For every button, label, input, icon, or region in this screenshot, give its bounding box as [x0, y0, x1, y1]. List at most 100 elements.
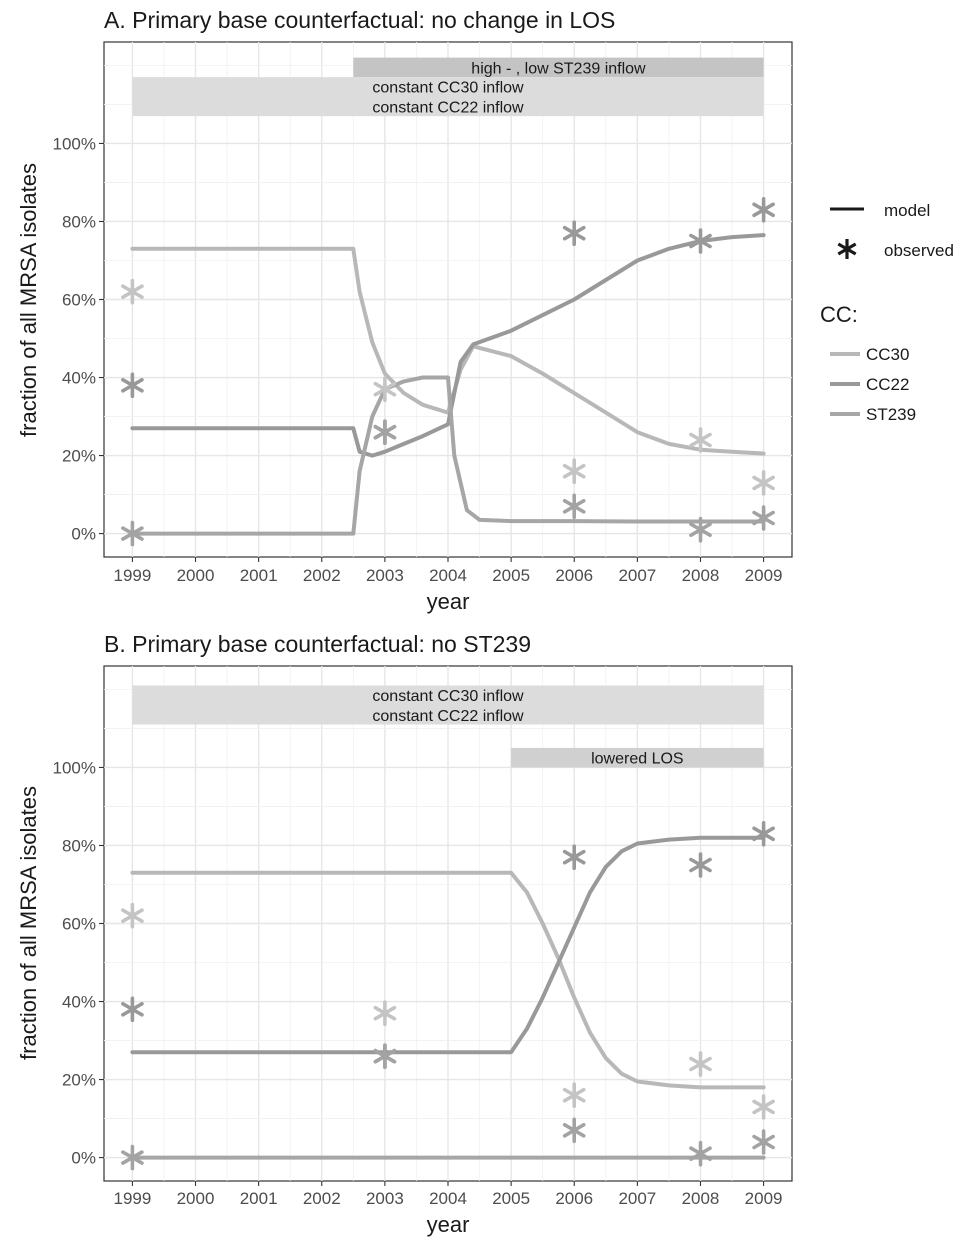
- panel-a-y-tick-label: 20%: [62, 447, 96, 466]
- panel-b-observed-point-st239: [373, 1043, 397, 1069]
- legend-observed-asterisk-key: [837, 239, 857, 259]
- panel-a-observed-point-cc22: [752, 197, 775, 223]
- panel-b: B. Primary base counterfactual: no ST239…: [16, 631, 793, 1237]
- panel-a-x-ticks: 1999 2000 2001 2002 2003 2004 2005 2006 2007 2008…: [113, 557, 783, 585]
- panel-b-x-tick-label: 2003: [366, 1189, 404, 1208]
- panel-b-y-tick-label: 20%: [62, 1071, 96, 1090]
- panel-a-y-tick-label: 80%: [62, 212, 96, 231]
- panel-a-observed-point-cc22: [689, 228, 712, 254]
- panel-b-x-tick-label: 2000: [177, 1189, 215, 1208]
- panel-a-y-ticks: 0% 20% 40% 60% 80% 100%: [53, 134, 104, 544]
- panel-a-observed-point-cc30: [752, 470, 775, 496]
- panel-b-x-tick-label: 1999: [113, 1189, 151, 1208]
- panel-a-observed-point-st239: [121, 520, 144, 547]
- panel-a-title: A. Primary base counterfactual: no chang…: [104, 7, 615, 33]
- panel-a-x-tick-label: 2007: [618, 566, 656, 585]
- panel-b-observed-points: [121, 820, 775, 1171]
- panel-b-x-axis-title: year: [427, 1212, 470, 1237]
- panel-a-observed-point-cc30: [689, 427, 712, 453]
- panel-a-x-axis-title: year: [427, 589, 470, 614]
- panel-b-x-tick-label: 2005: [492, 1189, 530, 1208]
- panel-b-x-tick-label: 2001: [240, 1189, 278, 1208]
- legend-cc30-label: CC30: [866, 345, 909, 364]
- panel-b-x-ticks: 1999 2000 2001 2002 2003 2004 2005 2006 2007 2008…: [113, 1181, 783, 1208]
- panel-b-observed-point-cc22: [121, 996, 144, 1023]
- panel-a-observed-point-cc22: [562, 220, 586, 246]
- panel-b-annotation-bands: constant CC30 inflow constant CC22 inflow…: [132, 685, 764, 768]
- panel-a-model-lines: [130, 233, 766, 536]
- panel-b-x-tick-label: 2004: [429, 1189, 467, 1208]
- panel-a-x-tick-label: 2000: [177, 566, 215, 585]
- panel-b-model-line-cc22: [130, 835, 766, 1055]
- panel-a-observed-point-st239: [752, 505, 775, 531]
- panel-a-x-tick-label: 2003: [366, 566, 404, 585]
- panel-b-observed-point-cc22: [562, 844, 586, 871]
- panel-a-y-tick-label: 100%: [53, 134, 96, 153]
- panel-b-model-lines: [130, 835, 766, 1160]
- panel-a-annotation-bands: high - , low ST239 inflow constant CC30 i…: [132, 57, 764, 117]
- panel-a-annotation-band: [353, 57, 764, 78]
- legend: model observed CC: CC30 CC22 ST239: [820, 201, 954, 424]
- panel-a-x-tick-label: 2008: [682, 566, 720, 585]
- panel-a-observed-point-cc30: [121, 278, 144, 305]
- panel-b-observed-point-cc30: [562, 1082, 586, 1108]
- panel-a-observed-point-st239: [689, 516, 712, 543]
- panel-b-y-tick-label: 80%: [62, 836, 96, 855]
- panel-a-y-tick-label: 60%: [62, 291, 96, 310]
- panel-a-y-tick-label: 40%: [62, 369, 96, 388]
- panel-b-annotation-band: [511, 747, 764, 768]
- panel-b-y-tick-label: 40%: [62, 993, 96, 1012]
- panel-b-y-tick-label: 60%: [62, 915, 96, 934]
- panel-b-observed-point-st239: [121, 1144, 144, 1171]
- panel-b-y-ticks: 0% 20% 40% 60% 80% 100%: [53, 758, 104, 1168]
- panel-b-observed-point-cc30: [121, 902, 144, 929]
- panel-a-observed-points: [121, 197, 775, 547]
- panel-a-annotation-label: high - , low ST239 inflow: [471, 60, 646, 77]
- panel-a-model-line-st239: [130, 375, 766, 536]
- panel-a-annotation-band: [132, 77, 764, 117]
- panel-b-y-tick-label: 100%: [53, 758, 96, 777]
- panel-b-annotation-band: [132, 685, 764, 725]
- panel-b-observed-point-st239: [562, 1117, 586, 1144]
- panel-a-x-tick-label: 2009: [745, 566, 783, 585]
- panel-b-observed-point-st239: [689, 1140, 712, 1167]
- panel-b-annotation-label: lowered LOS: [591, 751, 684, 768]
- panel-b-observed-point-cc30: [373, 1000, 397, 1027]
- panel-a-y-tick-label: 0%: [71, 525, 96, 544]
- panel-a-x-tick-label: 1999: [113, 566, 151, 585]
- legend-st239-label: ST239: [866, 405, 916, 424]
- panel-b-x-tick-label: 2008: [682, 1189, 720, 1208]
- panel-a-model-line-cc22: [130, 233, 766, 458]
- panel-a-y-axis-title: fraction of all MRSA isolates: [16, 163, 41, 437]
- panel-b-observed-point-cc30: [689, 1051, 712, 1077]
- panel-a-x-tick-label: 2004: [429, 566, 467, 585]
- panel-b-y-axis-title: fraction of all MRSA isolates: [16, 786, 41, 1060]
- panel-a-annotation-label: constant CC30 inflow constant CC22 inflow: [372, 80, 524, 117]
- panel-b-x-tick-label: 2007: [618, 1189, 656, 1208]
- legend-model-label: model: [884, 201, 930, 220]
- panel-b-model-line-cc30: [130, 870, 766, 1090]
- panel-a-observed-point-cc22: [121, 372, 144, 399]
- panel-a-x-tick-label: 2005: [492, 566, 530, 585]
- panel-a-observed-point-st239: [562, 493, 586, 520]
- panel-b-y-tick-label: 0%: [71, 1149, 96, 1168]
- panel-b-observed-point-cc22: [689, 852, 712, 878]
- panel-a-observed-point-cc30: [373, 376, 397, 403]
- panel-a-x-tick-label: 2002: [303, 566, 341, 585]
- panel-b-observed-point-st239: [752, 1129, 775, 1155]
- legend-cc-title: CC:: [820, 302, 858, 327]
- panel-b-observed-point-cc30: [752, 1094, 775, 1120]
- panel-a-observed-point-cc30: [562, 458, 586, 485]
- panel-a: A. Primary base counterfactual: no chang…: [16, 7, 793, 614]
- panel-b-title: B. Primary base counterfactual: no ST239: [104, 631, 531, 657]
- panel-b-x-tick-label: 2002: [303, 1189, 341, 1208]
- panel-b-observed-point-cc22: [752, 820, 775, 847]
- panel-b-x-tick-label: 2006: [555, 1189, 593, 1208]
- legend-cc22-label: CC22: [866, 375, 909, 394]
- panel-b-annotation-label: constant CC30 inflow constant CC22 inflow: [372, 688, 524, 725]
- panel-a-x-tick-label: 2001: [240, 566, 278, 585]
- panel-a-x-tick-label: 2006: [555, 566, 593, 585]
- panel-a-observed-point-st239: [373, 419, 397, 446]
- legend-observed-label: observed: [884, 241, 954, 260]
